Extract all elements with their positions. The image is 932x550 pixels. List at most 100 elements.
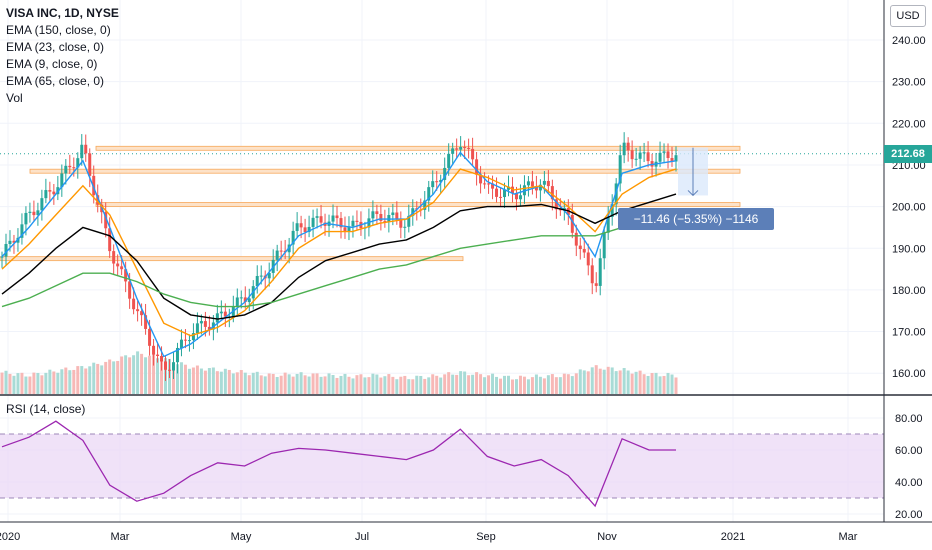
volume-bar [574, 373, 578, 394]
volume-bar [152, 354, 156, 394]
volume-bar [674, 377, 678, 394]
volume-bar [287, 374, 291, 394]
volume-bar [562, 373, 566, 394]
candles [0, 132, 678, 381]
volume-bar [598, 368, 602, 394]
volume-bar [255, 371, 259, 394]
legend-ema9[interactable]: EMA (9, close, 0) [6, 57, 98, 71]
candle-body [514, 193, 518, 200]
candle-body [4, 243, 8, 257]
candle-body [546, 180, 550, 187]
legend-ema65[interactable]: EMA (65, close, 0) [6, 74, 105, 88]
legend-ema23[interactable]: EMA (23, close, 0) [6, 40, 105, 54]
candle-body [179, 339, 183, 348]
volume-bar [68, 370, 72, 394]
volume-bar [104, 361, 108, 394]
volume-bar [455, 374, 459, 394]
volume-bar [124, 355, 128, 394]
volume-bar [435, 375, 439, 394]
volume-bar [243, 372, 247, 394]
volume-bar [179, 362, 183, 394]
volume-bar [546, 375, 550, 394]
candle-body [247, 298, 251, 303]
price-tick-label: 180.00 [892, 285, 926, 297]
volume-bar [646, 375, 650, 394]
volume-bar [60, 369, 64, 394]
candle-body [395, 212, 399, 220]
candle-body [506, 186, 510, 190]
candle-body [311, 217, 315, 227]
candle-body [335, 215, 339, 219]
price-axis[interactable]: 240.00230.00220.00210.00200.00190.00180.… [892, 35, 926, 380]
candle-body [223, 311, 227, 317]
volume-bar [239, 370, 243, 394]
legend-ema150[interactable]: EMA (150, close, 0) [6, 23, 111, 37]
volume-bar [187, 368, 191, 394]
candle-body [574, 232, 578, 246]
candle-body [487, 183, 491, 185]
candle-body [96, 195, 100, 205]
horizontal-levels[interactable] [0, 145, 884, 262]
candle-body [92, 175, 96, 196]
volume-bar [303, 375, 307, 394]
candle-body [590, 265, 594, 284]
rsi-tick-label: 60.00 [895, 445, 923, 457]
candle-body [171, 362, 175, 371]
volume-bar [459, 371, 463, 394]
currency-button[interactable]: USD [890, 5, 926, 27]
candle-body [622, 142, 626, 156]
candle-body [495, 188, 499, 197]
volume-bar [566, 374, 570, 394]
rsi-tick-label: 40.00 [895, 477, 923, 489]
volume-bar [108, 359, 112, 394]
volume-bar [100, 365, 104, 394]
volume-bar [263, 376, 267, 394]
candle-body [0, 256, 4, 258]
price-tick-label: 170.00 [892, 327, 926, 339]
candle-body [40, 198, 44, 211]
volume-bar [411, 379, 415, 394]
volume-bar [483, 377, 487, 394]
candle-body [183, 339, 187, 341]
volume-bar [427, 377, 431, 394]
volume-bar [331, 375, 335, 394]
legend-vol[interactable]: Vol [6, 91, 23, 105]
volume-bar [538, 376, 542, 394]
candle-body [144, 315, 148, 329]
volume-bar [642, 374, 646, 394]
candle-body [299, 223, 303, 228]
volume-bar [92, 362, 96, 394]
volume-bar [375, 374, 379, 394]
volume-bar [407, 379, 411, 394]
candle-body [586, 252, 590, 266]
candle-body [443, 167, 447, 180]
candle-body [582, 249, 586, 253]
candle-body [427, 187, 431, 201]
volume-bar [183, 364, 187, 394]
candle-body [407, 215, 411, 227]
volume-bar [52, 371, 56, 394]
volume-bar [32, 372, 36, 394]
legend-symbol[interactable]: VISA INC, 1D, NYSE [6, 6, 119, 20]
candle-body [215, 313, 219, 323]
measure-tool[interactable] [678, 147, 708, 197]
volume-bar [319, 376, 323, 394]
volume-bar [355, 375, 359, 394]
candle-body [315, 216, 319, 218]
volume-bar [160, 360, 164, 394]
volume-bar [307, 376, 311, 394]
candle-body [12, 240, 16, 243]
candle-body [479, 174, 483, 184]
candle-body [343, 227, 347, 232]
candle-body [471, 148, 475, 160]
volume-bar [359, 374, 363, 394]
candle-body [199, 321, 203, 324]
rsi-polyline [1, 420, 676, 508]
rsi-axis[interactable]: 80.00 60.00 40.00 20.00 [895, 413, 923, 521]
candle-body [207, 326, 211, 330]
candle-body [475, 159, 479, 175]
time-tick-label: Nov [597, 531, 617, 543]
time-axis[interactable]: 2020 Mar May Jul Sep Nov 2021 Mar [0, 531, 858, 543]
rsi-legend[interactable]: RSI (14, close) [6, 402, 86, 416]
